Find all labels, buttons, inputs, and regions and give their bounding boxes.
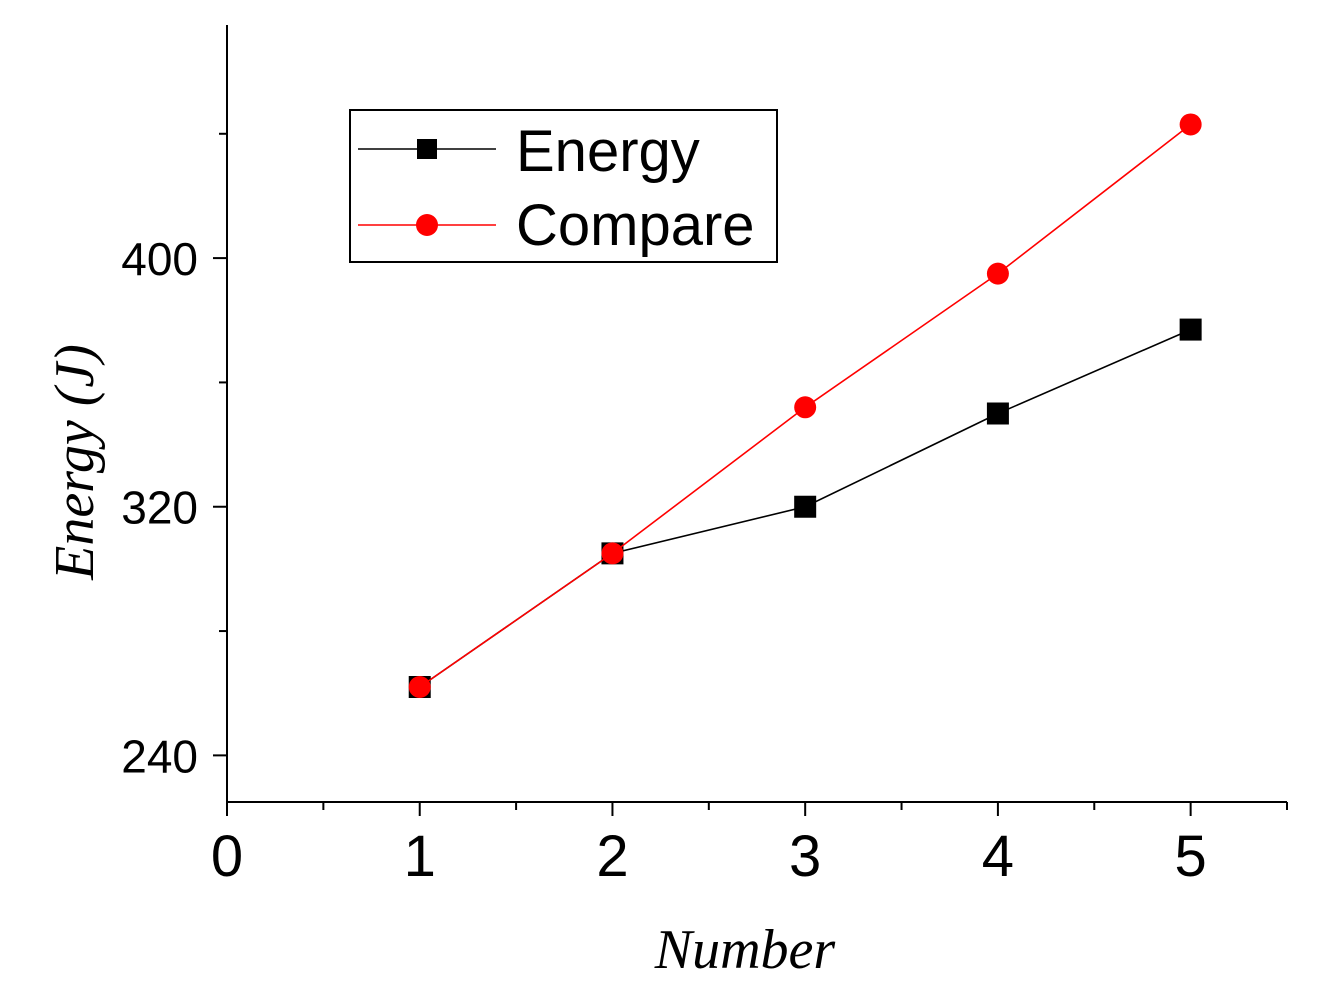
data-point-compare <box>601 542 624 565</box>
legend-box <box>349 109 778 263</box>
y-tick-label: 400 <box>121 233 198 285</box>
data-point-compare <box>1179 113 1202 136</box>
data-point-compare <box>794 396 817 419</box>
ticks <box>213 132 1288 816</box>
series-compare <box>408 113 1202 699</box>
x-tick-label: 2 <box>596 824 628 889</box>
legend-label-compare: Compare <box>516 193 755 258</box>
data-point-energy <box>1179 318 1202 341</box>
data-point-energy <box>794 495 817 518</box>
legend-marker-compare <box>416 214 438 236</box>
data-point-compare <box>408 676 431 699</box>
legend-marker-energy <box>417 139 437 159</box>
series-energy <box>408 318 1202 699</box>
x-tick-label: 1 <box>404 824 436 889</box>
series-layer <box>408 113 1202 699</box>
x-tick-label: 4 <box>982 824 1014 889</box>
y-axis-title: Energy (J) <box>44 344 106 581</box>
y-tick-label: 240 <box>121 730 198 782</box>
y-tick-label: 320 <box>121 482 198 534</box>
data-point-compare <box>986 262 1009 285</box>
tick-labels: 0 1 2 3 4 5 240 320 400 <box>121 233 1207 889</box>
x-tick-label: 3 <box>789 824 821 889</box>
axes <box>226 25 1287 803</box>
legend-label-energy: Energy <box>516 119 700 184</box>
x-tick-label: 0 <box>211 824 243 889</box>
data-point-energy <box>986 402 1009 425</box>
x-tick-label: 5 <box>1175 824 1207 889</box>
legend: Energy Compare <box>349 109 778 263</box>
x-axis-title: Number <box>654 919 836 981</box>
